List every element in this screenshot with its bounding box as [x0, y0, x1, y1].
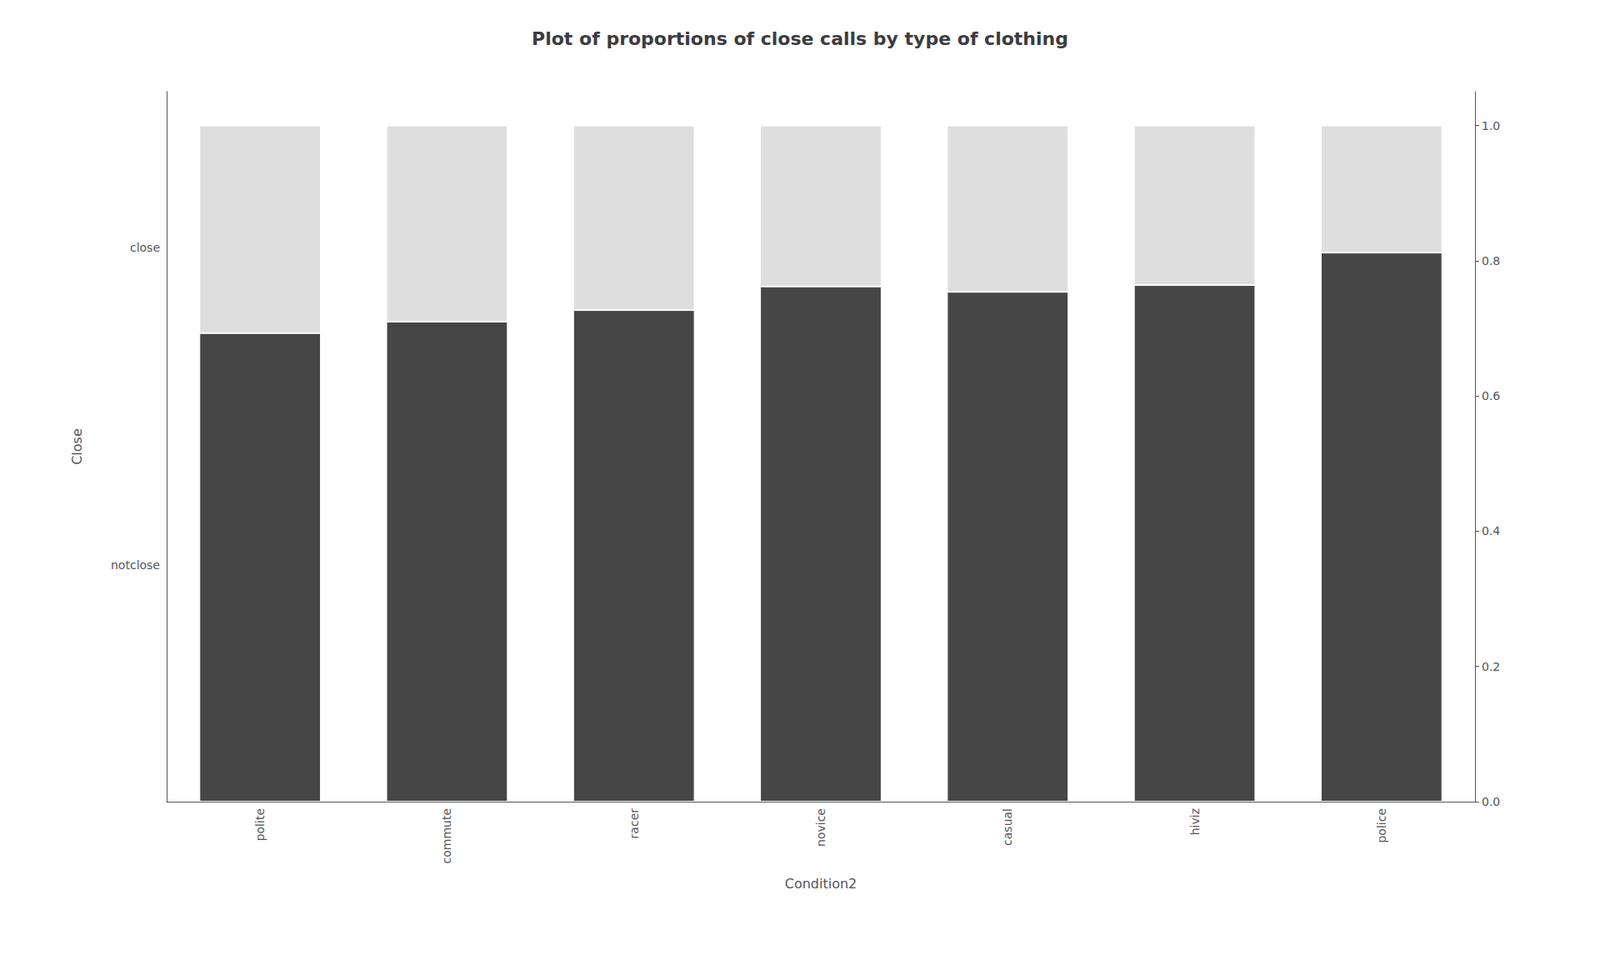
svg-text:0.0: 0.0 [1481, 795, 1500, 809]
svg-text:Close: Close [69, 428, 85, 465]
svg-text:Condition2: Condition2 [785, 875, 858, 892]
svg-text:close: close [130, 240, 160, 255]
svg-text:1.0: 1.0 [1481, 119, 1500, 133]
svg-text:0.2: 0.2 [1481, 660, 1500, 674]
svg-text:polite: polite [253, 808, 267, 841]
svg-text:0.8: 0.8 [1481, 254, 1500, 268]
svg-text:casual: casual [1000, 808, 1015, 846]
svg-text:commute: commute [440, 808, 454, 865]
svg-text:racer: racer [627, 808, 641, 840]
svg-text:0.6: 0.6 [1481, 389, 1500, 403]
svg-text:Plot of proportions of close c: Plot of proportions of close calls by ty… [531, 28, 1069, 50]
svg-text:novice: novice [814, 808, 828, 847]
svg-text:hiviz: hiviz [1188, 808, 1202, 835]
svg-text:police: police [1375, 808, 1389, 844]
svg-text:notclose: notclose [110, 558, 160, 572]
svg-text:0.4: 0.4 [1481, 524, 1500, 538]
